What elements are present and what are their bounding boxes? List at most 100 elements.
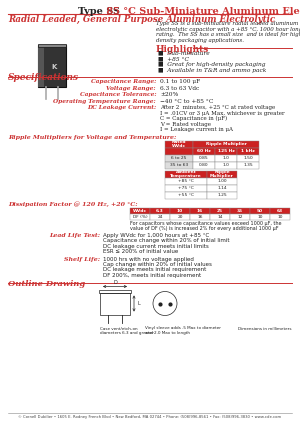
Text: Type SS is a sub-miniature radial leaded aluminum: Type SS is a sub-miniature radial leaded…: [156, 21, 298, 26]
Text: Radial Leaded, General Purpose Aluminum Electrolytic: Radial Leaded, General Purpose Aluminum …: [8, 15, 275, 24]
Text: 63: 63: [277, 209, 283, 212]
Text: 0.85: 0.85: [199, 156, 209, 160]
Text: DC Leakage Current:: DC Leakage Current:: [87, 105, 156, 110]
Text: 25: 25: [217, 209, 223, 212]
Text: 0.1 to 100 μF: 0.1 to 100 μF: [160, 79, 200, 84]
Text: Rated
WVdc: Rated WVdc: [172, 140, 186, 148]
Text: Ripple Multipliers for Voltage and Temperature:: Ripple Multipliers for Voltage and Tempe…: [8, 134, 176, 139]
Text: electrolytic capacitor with a +85 °C, 1000 hour long life: electrolytic capacitor with a +85 °C, 10…: [156, 26, 300, 31]
Text: +55 °C: +55 °C: [178, 193, 194, 197]
Text: ±20%: ±20%: [160, 92, 178, 97]
Bar: [165, 147, 193, 155]
Text: 125 Hz: 125 Hz: [218, 149, 234, 153]
Bar: [215, 162, 237, 168]
Text: Outline Drawing: Outline Drawing: [8, 280, 85, 289]
Text: Voltage Range:: Voltage Range:: [106, 85, 156, 91]
Bar: [215, 147, 237, 155]
Text: Ripple
Multiplier: Ripple Multiplier: [210, 170, 234, 178]
Text: 14: 14: [217, 215, 223, 218]
Text: Capacitance Range:: Capacitance Range:: [91, 79, 156, 84]
Text: 60 Hz: 60 Hz: [197, 149, 211, 153]
Text: Ripple Multiplier: Ripple Multiplier: [206, 142, 247, 146]
Bar: [237, 155, 259, 162]
Text: K: K: [51, 64, 57, 70]
Bar: [165, 170, 207, 178]
Text: 16: 16: [197, 215, 203, 218]
Text: For capacitors whose capacitance values exceed 1000 μF, the: For capacitors whose capacitance values …: [130, 221, 281, 226]
Text: Type SS: Type SS: [78, 7, 120, 16]
Bar: [170, 213, 190, 219]
Text: Cap change within 20% of initial values: Cap change within 20% of initial values: [103, 262, 212, 267]
Text: 0.80: 0.80: [199, 163, 209, 167]
Bar: [210, 207, 230, 213]
Text: density packaging applications.: density packaging applications.: [156, 37, 244, 42]
Bar: [165, 178, 207, 184]
Bar: [193, 162, 215, 168]
Text: D: D: [113, 280, 117, 284]
Bar: [130, 213, 150, 219]
Bar: [165, 162, 193, 168]
Bar: [38, 45, 44, 87]
Bar: [237, 147, 259, 155]
Text: 1.0: 1.0: [223, 156, 230, 160]
Text: 35: 35: [237, 209, 243, 212]
Bar: [150, 207, 170, 213]
Text: I = .01CV or 3 μA Max, whichever is greater: I = .01CV or 3 μA Max, whichever is grea…: [160, 110, 285, 116]
Text: Ambient
Temperature: Ambient Temperature: [170, 170, 202, 178]
Text: After 2  minutes, +25 °C at rated voltage: After 2 minutes, +25 °C at rated voltage: [160, 105, 275, 110]
Bar: [130, 207, 150, 213]
Bar: [165, 192, 207, 198]
Text: +75 °C: +75 °C: [178, 186, 194, 190]
Text: Vinyl sleeve adds .5 Max to diameter
and 2.0 Max to length: Vinyl sleeve adds .5 Max to diameter and…: [145, 326, 221, 335]
Text: Capacitance Tolerance:: Capacitance Tolerance:: [80, 92, 156, 97]
Text: 1.00: 1.00: [217, 179, 227, 183]
Text: rating.  The SS has a small size  and is ideal for high: rating. The SS has a small size and is i…: [156, 32, 300, 37]
Text: value of DF (%) is increased 2% for every additional 1000 μF: value of DF (%) is increased 2% for ever…: [130, 226, 278, 230]
Bar: [193, 155, 215, 162]
Text: Capacitance change within 20% of initial limit: Capacitance change within 20% of initial…: [103, 238, 230, 243]
Bar: [190, 207, 210, 213]
Text: 6.3: 6.3: [156, 209, 164, 212]
Text: 16: 16: [197, 209, 203, 212]
Bar: [165, 155, 193, 162]
Bar: [250, 207, 270, 213]
Text: ESR ≤ 200% of initial value: ESR ≤ 200% of initial value: [103, 249, 178, 254]
Text: C = Capacitance in (μF): C = Capacitance in (μF): [160, 116, 227, 121]
Text: 1.14: 1.14: [217, 186, 227, 190]
Bar: [165, 141, 193, 147]
Bar: [190, 213, 210, 219]
Bar: [250, 213, 270, 219]
Bar: [207, 178, 237, 184]
Bar: [207, 192, 237, 198]
Text: 6 to 25: 6 to 25: [171, 156, 187, 160]
Text: Case vent/etch-on
diameters 6.3 and greater: Case vent/etch-on diameters 6.3 and grea…: [100, 326, 154, 335]
Text: 12: 12: [237, 215, 243, 218]
Text: ■  +85 °C: ■ +85 °C: [158, 56, 189, 61]
Bar: [215, 155, 237, 162]
Bar: [237, 162, 259, 168]
Text: −40 °C to +85 °C: −40 °C to +85 °C: [160, 99, 213, 104]
Bar: [165, 184, 207, 192]
Text: DF (%): DF (%): [133, 215, 147, 218]
Text: ■  Sub-miniature: ■ Sub-miniature: [158, 50, 210, 55]
Text: 10: 10: [277, 215, 283, 218]
Bar: [170, 207, 190, 213]
Text: 1 kHz: 1 kHz: [241, 149, 255, 153]
Text: 10: 10: [257, 215, 263, 218]
Bar: [193, 141, 259, 147]
Text: 1.25: 1.25: [217, 193, 227, 197]
Bar: [207, 184, 237, 192]
Text: Apply WVdc for 1,000 hours at +85 °C: Apply WVdc for 1,000 hours at +85 °C: [103, 232, 209, 238]
Text: Specifications: Specifications: [8, 73, 79, 82]
Text: ■  Great for high-density packaging: ■ Great for high-density packaging: [158, 62, 266, 67]
Text: 50: 50: [257, 209, 263, 212]
Bar: [99, 289, 131, 292]
Text: 1.35: 1.35: [243, 163, 253, 167]
Text: L: L: [137, 301, 140, 306]
Bar: [100, 292, 130, 314]
Text: V = Rated voltage: V = Rated voltage: [160, 122, 211, 127]
Text: 1.50: 1.50: [243, 156, 253, 160]
Bar: [150, 213, 170, 219]
Text: Highlights: Highlights: [156, 45, 209, 54]
Bar: [230, 213, 250, 219]
